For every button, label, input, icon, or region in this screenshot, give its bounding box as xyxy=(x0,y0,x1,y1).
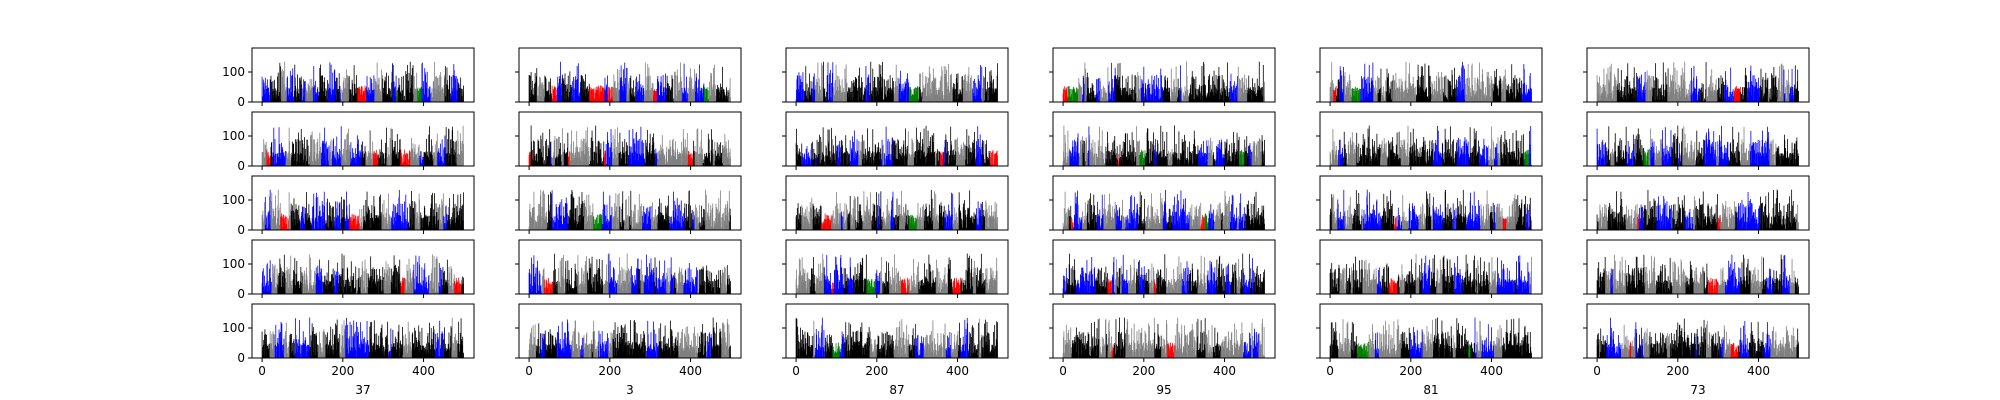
panel-r2-c1: 0 100 xyxy=(222,111,475,173)
bars xyxy=(795,61,998,102)
panel-r1-c4 xyxy=(1049,47,1276,106)
axes-frame xyxy=(1586,47,1810,103)
bars xyxy=(528,61,731,102)
bars xyxy=(1062,125,1265,166)
axes-frame xyxy=(251,47,475,103)
bars xyxy=(1329,61,1532,102)
panel-r1-c3 xyxy=(782,47,1009,106)
bars xyxy=(261,125,464,166)
axes-frame xyxy=(785,111,1009,167)
panel-r1-c5 xyxy=(1316,47,1543,106)
y-tick-label: 0 xyxy=(237,95,245,109)
y-tick-label: 100 xyxy=(222,129,245,143)
bars xyxy=(1596,61,1799,102)
y-tick-label: 0 xyxy=(237,159,245,173)
panel-r1-c1: 0 100 xyxy=(222,47,475,109)
panel-r2-c4 xyxy=(1049,111,1276,170)
bars xyxy=(795,125,998,166)
axes-frame xyxy=(518,111,742,167)
panel-r2-c2 xyxy=(515,111,742,170)
axes-frame xyxy=(1052,47,1276,103)
bars xyxy=(261,61,464,102)
axes-frame xyxy=(785,47,1009,103)
y-tick-label: 100 xyxy=(222,65,245,79)
panel-r1-c6 xyxy=(1583,47,1810,106)
panel-r2-c3 xyxy=(782,111,1009,170)
axes-frame xyxy=(251,111,475,167)
axes-frame xyxy=(518,47,742,103)
panel-r1-c2 xyxy=(515,47,742,106)
bars xyxy=(1062,61,1265,102)
bars xyxy=(528,125,731,166)
axes-frame xyxy=(1319,47,1543,103)
